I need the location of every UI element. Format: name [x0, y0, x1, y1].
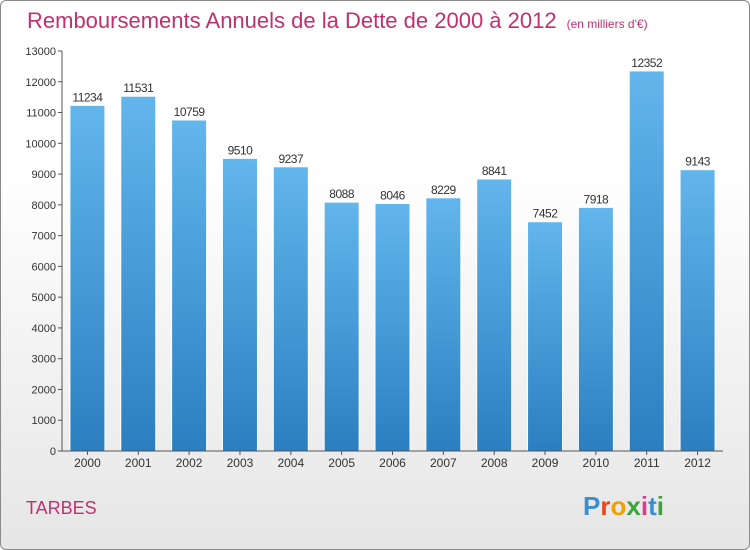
bar-2005 [323, 201, 360, 452]
logo-letter: o [610, 491, 627, 521]
bar-2006 [374, 202, 411, 452]
bar-2001 [120, 95, 157, 452]
value-label-2011: 12352 [631, 56, 663, 70]
x-tick-label-2010: 2010 [583, 456, 610, 470]
proxiti-logo: Proxiti [583, 491, 664, 522]
bar-2004 [272, 166, 309, 452]
logo-letter: P [583, 491, 601, 521]
y-tick-label: 0 [50, 446, 56, 458]
x-tick-label-2008: 2008 [481, 456, 508, 470]
y-tick-label: 8000 [32, 200, 56, 212]
logo-letter: t [648, 491, 657, 521]
y-tick-label: 3000 [32, 354, 56, 366]
logo-letter: r [600, 491, 611, 521]
logo-letter: i [656, 491, 664, 521]
bar-2012 [679, 169, 716, 452]
value-label-2012: 9143 [685, 155, 711, 169]
y-tick-label: 1000 [32, 415, 56, 427]
y-tick-label: 7000 [32, 231, 56, 243]
chart-subtitle: (en milliers d'€) [566, 17, 648, 31]
bars: 11234 11531 10759 9510 9237 8088 8046 8229 8841 7… [69, 56, 716, 452]
y-tick-label: 12000 [25, 77, 56, 89]
bar-2009 [527, 221, 564, 452]
x-tick-label-2004: 2004 [277, 456, 304, 470]
value-label-2006: 8046 [380, 188, 406, 202]
y-tick-label: 11000 [26, 108, 56, 120]
y-tick-label: 10000 [25, 138, 56, 150]
value-label-2010: 7918 [584, 192, 610, 206]
y-tick-label: 5000 [32, 292, 56, 304]
y-tick-label: 6000 [32, 261, 56, 273]
value-label-2007: 8229 [431, 183, 457, 197]
value-label-2003: 9510 [228, 143, 254, 157]
logo-letter: i [640, 491, 649, 521]
y-tick-label: 4000 [32, 323, 56, 335]
value-label-2005: 8088 [329, 187, 355, 201]
bar-2003 [221, 157, 258, 452]
y-tick-label: 9000 [32, 169, 56, 181]
bar-2011 [628, 70, 665, 452]
x-axis: 2000 2001 2002 2003 2004 2005 2006 2007 2008 2009… [62, 450, 723, 470]
x-tick-label-2003: 2003 [227, 456, 254, 470]
y-axis: 0 1000 2000 3000 4000 5000 6000 7000 8000 9000 100… [25, 46, 63, 458]
value-label-2001: 11531 [123, 81, 154, 95]
city-name: TARBES [26, 498, 97, 518]
x-tick-label-2006: 2006 [379, 456, 406, 470]
bar-2000 [69, 104, 106, 452]
chart-title: Remboursements Annuels de la Dette de 20… [27, 8, 648, 34]
x-tick-label-2002: 2002 [176, 456, 203, 470]
logo-letter: x [626, 491, 641, 521]
x-tick-label-2001: 2001 [125, 456, 152, 470]
x-tick-label-2012: 2012 [684, 456, 711, 470]
value-label-2000: 11234 [72, 90, 103, 104]
value-label-2009: 7452 [533, 207, 559, 221]
x-tick-label-2000: 2000 [74, 456, 101, 470]
y-tick-label: 13000 [25, 46, 56, 58]
x-tick-label-2011: 2011 [634, 456, 660, 470]
x-tick-label-2007: 2007 [430, 456, 457, 470]
value-label-2004: 9237 [278, 152, 304, 166]
bar-2008 [476, 178, 513, 452]
bar-2002 [171, 119, 208, 452]
x-tick-label-2009: 2009 [532, 456, 559, 470]
bar-2007 [425, 197, 462, 452]
value-label-2002: 10759 [174, 105, 206, 119]
x-tick-label-2005: 2005 [328, 456, 355, 470]
bar-2010 [577, 206, 614, 452]
chart-title-text: Remboursements Annuels de la Dette de 20… [27, 8, 557, 33]
value-label-2008: 8841 [482, 164, 508, 178]
y-tick-label: 2000 [32, 384, 56, 396]
